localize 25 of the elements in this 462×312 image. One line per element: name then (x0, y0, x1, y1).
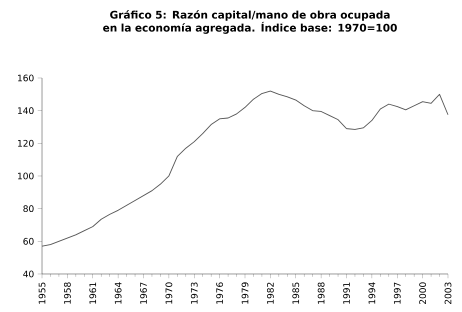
x-tick-label: 1976 (216, 282, 224, 304)
y-tick-label: 40 (23, 270, 34, 278)
chart-title: Gráfico 5: Razón capital/mano de obra ocupada en la economía agregada. Índice base: 1970=100 (103, 10, 397, 34)
x-tick-label: 1958 (64, 282, 71, 304)
x-tick-label: 1991 (343, 282, 350, 304)
x-tick-label: 1973 (190, 282, 198, 304)
y-tick-label: 60 (23, 238, 34, 245)
x-tick-label: 1985 (292, 282, 300, 304)
x-tick-label: 1997 (394, 282, 401, 304)
x-tick-label: 1982 (266, 282, 274, 304)
x-tick-label: 1979 (242, 282, 248, 304)
x-tick-label: 1955 (38, 282, 46, 304)
y-tick-label: 120 (18, 140, 34, 147)
y-tick-label: 80 (23, 205, 34, 212)
x-tick-label: 1967 (140, 282, 147, 304)
y-tick-label: 100 (18, 172, 34, 180)
y-tick-label: 160 (18, 74, 34, 82)
x-tick-label: 2003 (444, 282, 452, 304)
y-tick-label: 140 (18, 107, 34, 114)
x-tick-label: 2000 (419, 282, 426, 304)
x-tick-label: 1964 (114, 282, 122, 304)
x-tick-label: 1970 (165, 282, 172, 304)
x-tick-label: 1994 (368, 282, 376, 304)
x-tick-label: 1988 (318, 282, 325, 304)
x-tick-label: 1961 (89, 282, 96, 304)
